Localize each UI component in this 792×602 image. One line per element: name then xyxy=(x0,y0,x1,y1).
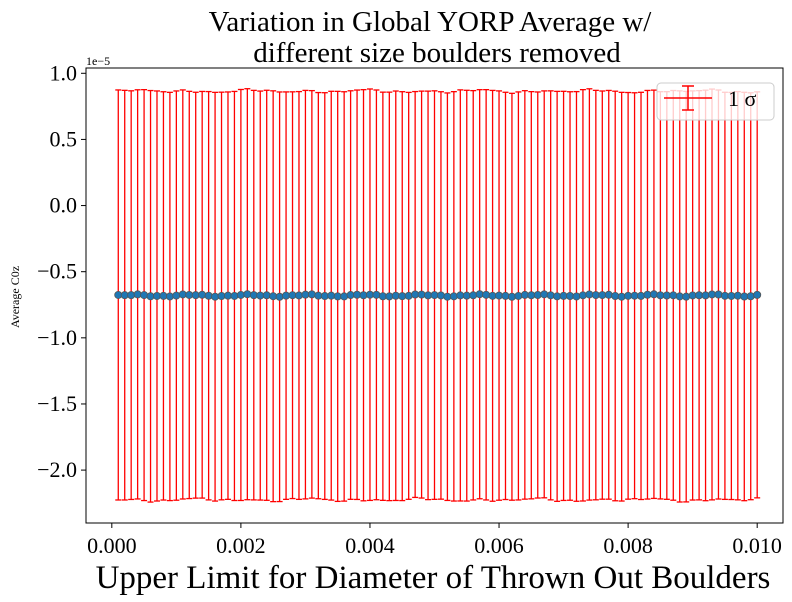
data-point xyxy=(540,290,549,299)
data-point xyxy=(262,291,271,300)
data-point xyxy=(372,290,381,299)
x-tick-label: 0.000 xyxy=(87,533,137,558)
data-point xyxy=(204,291,213,300)
data-point xyxy=(649,290,658,299)
data-point xyxy=(753,290,762,299)
data-point xyxy=(572,292,581,301)
data-point xyxy=(198,290,207,299)
data-point xyxy=(578,291,587,300)
data-point xyxy=(546,291,555,300)
x-tick-label: 0.010 xyxy=(732,533,782,558)
data-point xyxy=(669,291,678,300)
x-tick-label: 0.006 xyxy=(474,533,524,558)
data-point xyxy=(275,292,284,301)
y-axis-label: Average C0z xyxy=(8,266,22,328)
x-tick-label: 0.002 xyxy=(216,533,266,558)
y-tick-label: 0.0 xyxy=(50,193,78,218)
x-axis-ticks: 0.000 0.002 0.004 0.006 0.008 0.010 xyxy=(87,523,782,558)
data-point xyxy=(501,291,510,300)
y-tick-label: −1.0 xyxy=(37,325,77,350)
x-tick-label: 0.008 xyxy=(603,533,653,558)
data-point xyxy=(682,292,691,301)
y-tick-label: 1.0 xyxy=(50,60,78,85)
data-point xyxy=(604,290,613,299)
chart-title-line2: different size boulders removed xyxy=(253,37,621,69)
plot-frame xyxy=(85,67,784,524)
y-axis-ticks: 1.0 0.5 0.0 −0.5 −1.0 −1.5 −2.0 xyxy=(37,60,86,482)
data-point xyxy=(449,292,458,301)
data-point xyxy=(230,291,239,300)
data-point xyxy=(714,290,723,299)
data-point xyxy=(243,290,252,299)
marker-series xyxy=(114,290,762,301)
data-point xyxy=(165,292,174,301)
data-point xyxy=(127,291,136,300)
x-axis-label: Upper Limit for Diameter of Thrown Out B… xyxy=(96,560,771,596)
y-offset-text: 1e−5 xyxy=(86,54,110,68)
data-point xyxy=(436,291,445,300)
data-point xyxy=(140,291,149,300)
data-point xyxy=(617,292,626,301)
legend: 1 σ xyxy=(656,82,775,121)
data-point xyxy=(404,291,413,300)
data-point xyxy=(514,291,523,300)
data-point xyxy=(307,290,316,299)
legend-label: 1 σ xyxy=(728,86,757,111)
chart-title-line1: Variation in Global YORP Average w/ xyxy=(209,6,653,38)
data-point xyxy=(482,290,491,299)
data-point xyxy=(507,292,516,301)
data-point xyxy=(172,291,181,300)
data-point xyxy=(417,290,426,299)
data-point xyxy=(469,291,478,300)
y-tick-label: 0.5 xyxy=(50,126,78,151)
data-point xyxy=(133,290,142,299)
data-point xyxy=(637,291,646,300)
y-tick-label: −2.0 xyxy=(37,457,77,482)
y-tick-label: −1.5 xyxy=(37,391,77,416)
y-tick-label: −0.5 xyxy=(37,259,77,284)
data-point xyxy=(746,292,755,301)
data-point xyxy=(236,290,245,299)
data-point xyxy=(701,291,710,300)
data-point xyxy=(733,291,742,300)
legend-box xyxy=(656,82,775,121)
x-tick-label: 0.004 xyxy=(345,533,395,558)
data-point xyxy=(294,291,303,300)
data-point xyxy=(340,292,349,301)
